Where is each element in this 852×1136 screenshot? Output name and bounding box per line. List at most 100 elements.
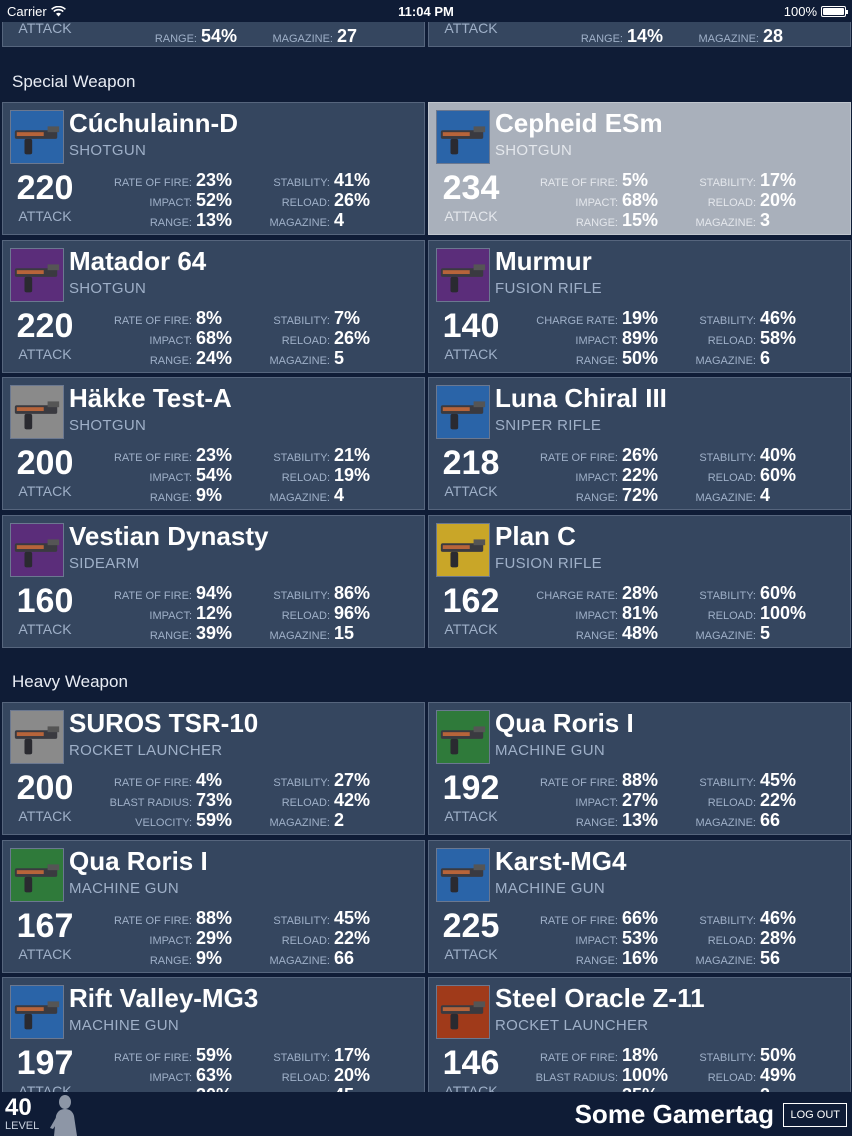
stat-value: 15% [622,210,659,230]
stat-value: 5 [760,622,771,643]
stat-magazine: MAGAZINE: 5 [664,623,770,643]
stat-stability: STABILITY: 45% [238,908,370,928]
stat-value: 89% [622,327,659,348]
weapon-type: MACHINE GUN [495,879,605,897]
stat-value: 12% [196,602,233,623]
weapon-card[interactable]: Steel Oracle Z-11 ROCKET LAUNCHER 146 ATTAC… [428,977,851,1092]
stat-impact: IMPACT: 27% [522,790,658,810]
stat-value: 94% [196,582,233,603]
stat-rate-of-fire: RATE OF FIRE: 18% [522,1045,658,1065]
stat-label: STABILITY: [273,914,330,927]
stat-value: 4 [760,485,771,505]
weapon-type: SHOTGUN [495,142,573,159]
stat-reload: RELOAD: 26% [238,328,370,348]
stat-label: IMPACT: [149,472,192,484]
stat-value: 19% [622,307,659,328]
stat-value: 28% [760,927,797,948]
attack-label: ATTACK [444,620,498,637]
stat-label: IMPACT: [575,609,618,622]
weapon-card[interactable]: Qua Roris I MACHINE GUN 192 ATTACK RATE OF F… [428,702,851,835]
stat-value: 15 [334,622,355,643]
stat-value: 86% [334,582,371,603]
stat-label: STABILITY: [273,314,330,327]
stat-label: RANGE: [575,354,618,367]
stat-value: 53% [622,927,659,948]
stat-reload: RELOAD: 20% [664,190,796,210]
weapon-card[interactable]: Luna Chiral III SNIPER RIFLE 218 ATTACK RATE… [428,377,851,510]
stat-stability: STABILITY: 46% [664,308,796,328]
stat-velocity: VELOCITY: 59% [96,810,232,830]
stat-label: STABILITY: [699,914,756,927]
stat-label: IMPACT: [575,197,618,209]
stat-label: MAGAZINE: [695,217,756,229]
stat-label: RELOAD: [707,609,756,622]
weapon-type: SHOTGUN [69,142,147,159]
stat-blast-radius: BLAST RADIUS: 100% [522,1065,668,1085]
stat-label: MAGAZINE: [695,629,756,642]
stat-reload: RELOAD: 19% [238,465,370,485]
stat-label: IMPACT: [575,472,618,484]
stat-magazine: MAGAZINE: 66 [664,810,780,830]
stat-velocity: VELOCITY:35% [522,1085,658,1092]
weapon-type: MACHINE GUN [69,1017,179,1034]
stat-label: RANGE: [575,817,618,829]
stat-value: 23% [196,170,233,190]
stat-value: 40% [760,445,797,465]
stat-magazine: MAGAZINE: 6 [664,348,770,368]
stat-stability: STABILITY: 7% [238,308,360,328]
stat-impact: IMPACT: 63% [96,1065,232,1085]
stat-value: 29% [196,927,233,948]
battery-percent: 100% [783,4,817,19]
rocket-launcher-icon [436,985,490,1039]
stat-value: 9% [196,485,223,505]
stat-magazine: MAGAZINE: 4 [238,210,344,230]
weapon-card[interactable]: Matador 64 SHOTGUN 220 ATTACK RATE OF FIRE: 8… [2,239,425,373]
stat-value: 100% [760,602,807,623]
stat-value: 58% [760,327,797,348]
attack-label: ATTACK [444,1083,498,1092]
weapon-card[interactable]: Murmur FUSION RIFLE 140 ATTACK CHARGE RATE: 1… [428,239,851,373]
stat-magazine: MAGAZINE: 56 [664,948,780,968]
weapon-card[interactable]: Qua Roris I MACHINE GUN 167 ATTACK RATE OF F… [2,839,425,973]
machine-gun-icon [10,985,64,1039]
stat-value: 7% [334,307,361,328]
weapon-card[interactable]: Häkke Test-A SHOTGUN 200 ATTACK RATE OF FIRE… [2,377,425,510]
stat-label: RELOAD: [707,472,756,484]
weapon-card[interactable]: Plan C FUSION RIFLE 162 ATTACK CHARGE RATE: 2… [428,514,851,648]
attack-value: 220 [16,169,74,207]
weapon-card[interactable]: Rift Valley-MG3 MACHINE GUN 197 ATTACK RATE … [2,977,425,1092]
weapon-name: Plan C [495,520,576,551]
weapon-name: Qua Roris I [495,708,634,738]
rocket-launcher-icon [10,710,64,764]
sniper-rifle-icon [436,385,490,439]
stat-range: RANGE: 39% [96,623,232,643]
stat-impact: IMPACT: 52% [96,190,232,210]
stat-magazine: MAGAZINE: 4 [664,485,770,505]
stat-value: 42% [334,790,371,810]
attack-value: 146 [442,1044,500,1082]
stat-label: IMPACT: [149,609,192,622]
stat-charge-rate: CHARGE RATE: 19% [522,308,658,328]
weapon-card[interactable]: Karst-MG4 MACHINE GUN 225 ATTACK RATE OF FIR… [428,839,851,973]
logout-button[interactable]: LOG OUT [783,1103,847,1127]
stat-value: 2 [334,810,345,830]
weapons-scroll-view[interactable]: ATTACK RANGE: 54% MAGAZINE: 27 ATTACK RANG… [0,0,852,1092]
stat-label: RATE OF FIRE: [113,314,192,327]
weapon-type: ROCKET LAUNCHER [69,742,223,759]
weapon-name: Rift Valley-MG3 [69,983,259,1013]
stat-label: RANGE: [149,954,192,967]
weapon-card[interactable]: Cúchulainn-D SHOTGUN 220 ATTACK RATE OF FIRE… [2,102,425,235]
stat-value: 26% [334,190,371,210]
stat-label: RELOAD: [281,609,330,622]
stat-value: 49% [760,1065,797,1085]
stat-value: 39% [196,622,233,643]
stat-stability: STABILITY: 86% [238,583,370,603]
weapon-card[interactable]: SUROS TSR-10 ROCKET LAUNCHER 200 ATTACK RATE… [2,702,425,835]
stat-label: RATE OF FIRE: [539,777,618,789]
weapon-card[interactable]: Cepheid ESm SHOTGUN 234 ATTACK RATE OF FIRE:… [428,102,851,235]
stat-value: 27% [622,790,659,810]
attack-label: ATTACK [18,483,72,499]
stat-label: RANGE: [575,217,618,229]
stat-impact: IMPACT: 12% [96,603,232,623]
weapon-card[interactable]: Vestian Dynasty SIDEARM 160 ATTACK RATE OF F… [2,514,425,648]
